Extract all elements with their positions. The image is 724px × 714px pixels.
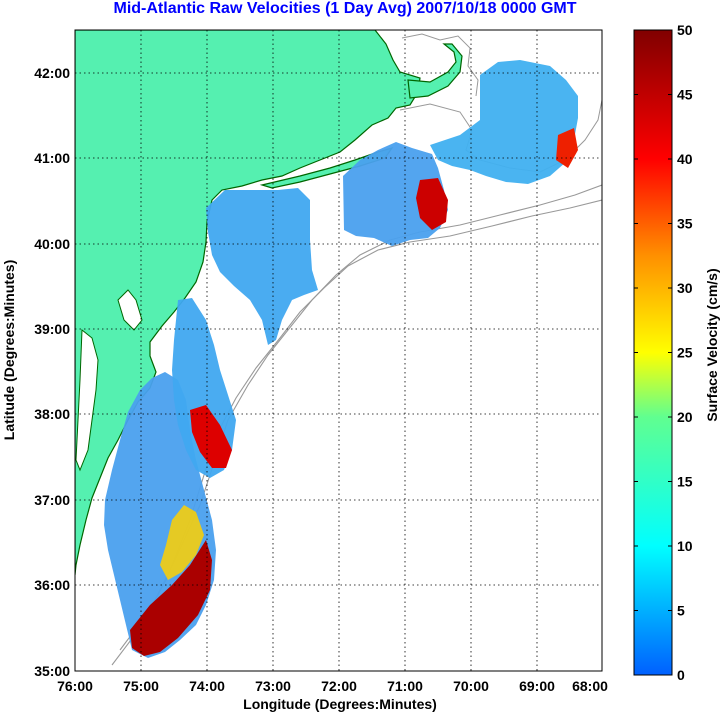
x-tick-label: 74:00 bbox=[189, 678, 225, 694]
y-tick-label: 37:00 bbox=[34, 492, 70, 508]
x-tick-label: 76:00 bbox=[57, 678, 93, 694]
y-tick-label: 39:00 bbox=[34, 321, 70, 337]
velocity-patch-delmarva-fast bbox=[190, 405, 232, 468]
x-tick-label: 72:00 bbox=[321, 678, 357, 694]
x-axis-label: Longitude (Degrees:Minutes) bbox=[243, 696, 437, 712]
y-tick-label: 38:00 bbox=[34, 406, 70, 422]
colorbar-tick-label: 5 bbox=[677, 603, 685, 619]
y-tick-label: 36:00 bbox=[34, 577, 70, 593]
y-tick-label: 35:00 bbox=[34, 663, 70, 679]
y-tick-label: 40:00 bbox=[34, 236, 70, 252]
y-tick-label: 42:00 bbox=[34, 65, 70, 81]
velocity-patch-long-island-fast bbox=[416, 178, 448, 230]
x-tick-label: 73:00 bbox=[255, 678, 291, 694]
colorbar-tick-label: 40 bbox=[677, 151, 693, 167]
velocity-patch-new-jersey bbox=[206, 188, 318, 345]
velocity-patch-outer-banks-warm bbox=[160, 505, 204, 580]
cape-cod bbox=[407, 43, 463, 99]
velocity-patch-outer-banks-fast bbox=[130, 540, 212, 656]
plot-frame bbox=[74, 29, 603, 672]
x-axis-ticks: 76:00 75:00 74:00 73:00 72:00 71:00 70:0… bbox=[57, 678, 608, 694]
colorbar-tick-label: 10 bbox=[677, 538, 693, 554]
colorbar-tick-label: 30 bbox=[677, 280, 693, 296]
colorbar-tick-label: 0 bbox=[677, 667, 685, 683]
x-tick-label: 69:00 bbox=[519, 678, 555, 694]
x-tick-label: 75:00 bbox=[123, 678, 159, 694]
y-tick-label: 41:00 bbox=[34, 150, 70, 166]
colorbar-tick-label: 20 bbox=[677, 409, 693, 425]
bathymetry-contour bbox=[401, 33, 479, 97]
delaware-bay bbox=[117, 289, 143, 331]
colorbar-label: Surface Velocity (cm/s) bbox=[704, 268, 720, 421]
colorbar-tick-label: 25 bbox=[677, 345, 693, 361]
colorbar-tick-label: 50 bbox=[677, 22, 693, 38]
x-tick-label: 70:00 bbox=[453, 678, 489, 694]
velocity-patch-new-england bbox=[430, 60, 578, 184]
velocity-patch-long-island bbox=[343, 142, 448, 246]
x-tick-label: 71:00 bbox=[387, 678, 423, 694]
land-mass bbox=[75, 30, 421, 576]
colorbar bbox=[633, 29, 673, 676]
colorbar-tick-label: 15 bbox=[677, 474, 693, 490]
y-axis-ticks: 35:00 36:00 37:00 38:00 39:00 40:00 41:0… bbox=[34, 65, 70, 679]
x-tick-label: 68:00 bbox=[572, 678, 608, 694]
colorbar-ticks: 0 5 10 15 20 25 30 35 40 45 50 bbox=[634, 22, 693, 683]
chesapeake-bay bbox=[75, 328, 99, 472]
chart-title: Mid-Atlantic Raw Velocities (1 Day Avg) … bbox=[113, 0, 577, 17]
grid bbox=[75, 30, 602, 671]
y-axis-label: Latitude (Degrees:Minutes) bbox=[1, 260, 17, 440]
colorbar-tick-label: 45 bbox=[677, 87, 693, 103]
colorbar-tick-label: 35 bbox=[677, 216, 693, 232]
